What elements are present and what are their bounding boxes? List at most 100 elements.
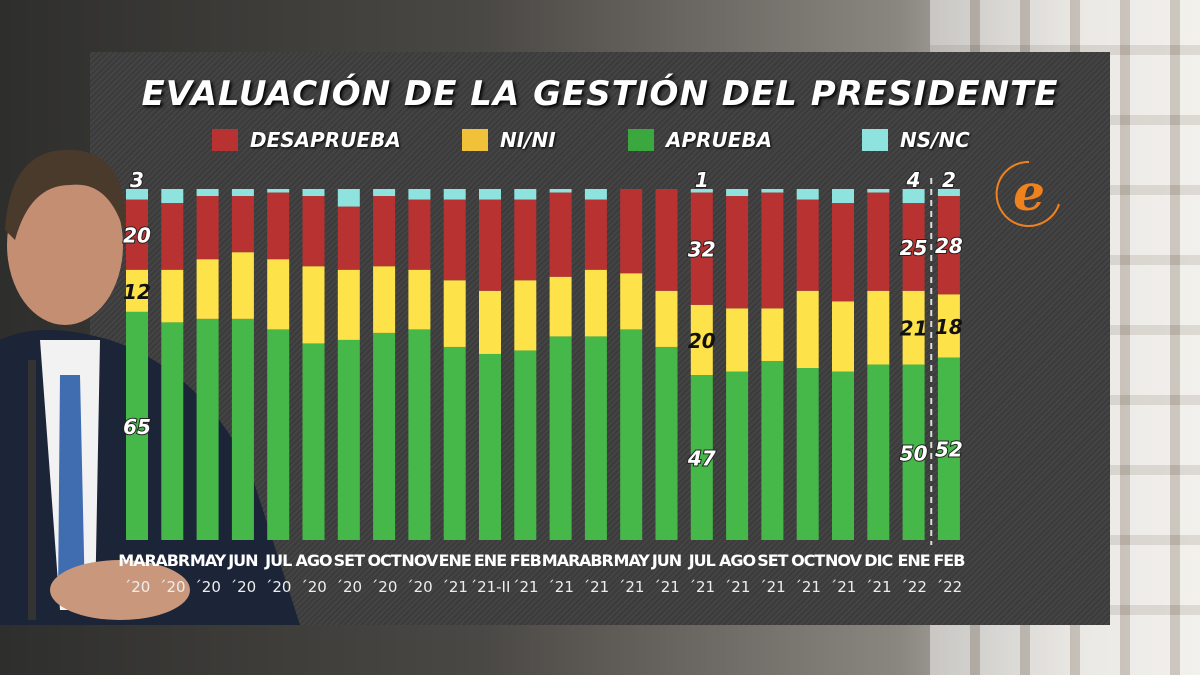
x-tick-year: ´21 — [689, 578, 716, 596]
bar-segment-desaprueba — [937, 196, 960, 295]
data-label: 28 — [935, 234, 963, 258]
bar-segment-aprueba — [443, 346, 466, 540]
bar-segment-aprueba — [196, 318, 219, 540]
x-tick-month: ENE — [439, 551, 471, 570]
bar-segment-aprueba — [479, 353, 501, 540]
bar-segment-desaprueba — [161, 203, 184, 270]
bar-segment-nsnc — [161, 189, 184, 204]
x-tick-year: ´20 — [194, 578, 221, 596]
legend-swatch — [628, 129, 654, 151]
bar-segment-desaprueba — [655, 189, 678, 291]
svg-text:e: e — [1013, 163, 1045, 222]
data-label: 4 — [906, 168, 921, 192]
x-tick-month: ABR — [155, 551, 190, 570]
bar-segment-aprueba — [337, 339, 360, 540]
x-tick-year: ´20 — [265, 578, 292, 596]
x-tick-year: ´21 — [794, 578, 821, 596]
x-tick-month: MAY — [190, 551, 227, 570]
legend-swatch — [462, 129, 488, 151]
bar-segment-nsnc — [549, 189, 572, 193]
x-tick-month: DIC — [864, 551, 892, 570]
legend-label: APRUEBA — [666, 128, 773, 152]
bar-segment-desaprueba — [761, 192, 784, 309]
x-tick-year: ´21 — [830, 578, 857, 596]
bar-segment-nsnc — [267, 189, 290, 193]
x-tick-month: FEB — [510, 551, 542, 570]
bar-segment-nini — [867, 290, 890, 365]
data-label: 65 — [123, 415, 151, 439]
legend-swatch — [862, 129, 888, 151]
bar-segment-desaprueba — [867, 192, 890, 291]
bar-segment-desaprueba — [549, 192, 572, 277]
bar-segment-desaprueba — [620, 189, 643, 274]
bar-segment-aprueba — [584, 336, 607, 540]
x-tick-month: OCT — [367, 551, 401, 570]
x-tick-year: ´20 — [159, 578, 186, 596]
bar-segment-nini — [514, 280, 537, 351]
bar-segment-nini — [196, 259, 219, 319]
bar-segment-aprueba — [937, 357, 960, 540]
bar-segment-aprueba — [690, 375, 713, 540]
equipos-logo: e — [995, 160, 1060, 227]
bar-segment-nini — [655, 290, 678, 347]
bar-segment-desaprueba — [302, 196, 325, 267]
bar-segment-nini — [761, 308, 784, 361]
bar-segment-nini — [690, 304, 713, 376]
bar-segment-nini — [302, 266, 325, 344]
bar-segment-nini — [126, 269, 148, 312]
bar-segment-desaprueba — [408, 199, 431, 270]
bar-segment-aprueba — [161, 322, 184, 540]
bar-segment-nini — [937, 294, 960, 358]
bar-segment-aprueba — [726, 371, 749, 540]
x-tick-year: ´22 — [900, 578, 927, 596]
bar-segment-aprueba — [373, 332, 396, 540]
bar-segment-aprueba — [267, 329, 290, 540]
data-label: 20 — [123, 224, 151, 248]
x-tick-year: ´21 — [512, 578, 539, 596]
bar-segment-nsnc — [690, 189, 713, 193]
bar-segment-nini — [549, 276, 572, 337]
bar-segment-nsnc — [726, 189, 749, 197]
legend-swatch — [212, 129, 238, 151]
data-label: 52 — [935, 438, 963, 462]
bar-segment-desaprueba — [726, 196, 749, 309]
x-tick-year: ´21 — [583, 578, 610, 596]
presenter-photo — [0, 149, 300, 625]
bar-segment-aprueba — [514, 350, 537, 540]
bar-segment-nsnc — [373, 189, 396, 197]
bar-segment-desaprueba — [337, 206, 360, 270]
bar-segment-nsnc — [196, 189, 219, 197]
bar-segment-desaprueba — [902, 203, 925, 291]
bar-segment-nsnc — [337, 189, 360, 207]
bar-segment-aprueba — [620, 329, 643, 540]
legend-item-nsnc: NS/NC — [862, 128, 970, 152]
legend-label: DESAPRUEBA — [250, 128, 401, 152]
bar-segment-aprueba — [302, 343, 325, 540]
x-tick-year: ´21 — [618, 578, 645, 596]
x-tick-month: NOV — [825, 551, 863, 570]
bar-segment-aprueba — [549, 336, 572, 540]
bar-segment-nini — [584, 269, 607, 337]
bar-segment-desaprueba — [126, 199, 148, 270]
data-label: 1 — [695, 168, 709, 192]
bar-segment-nsnc — [408, 189, 431, 200]
x-tick-month: ENE — [897, 551, 929, 570]
x-tick-month: JUN — [227, 551, 257, 570]
legend-label: NS/NC — [900, 128, 970, 152]
data-label: 2 — [942, 168, 956, 192]
x-tick-month: AGO — [295, 551, 332, 570]
x-tick-month: ABR — [579, 551, 614, 570]
x-tick-year: ´22 — [936, 578, 963, 596]
x-tick-year: ´21 — [547, 578, 574, 596]
x-tick-year: ´21 — [653, 578, 680, 596]
bar-segment-nini — [832, 301, 854, 372]
bar-segment-nsnc — [761, 189, 784, 193]
bar-segment-nini — [620, 273, 643, 330]
bar-segment-aprueba — [796, 368, 819, 540]
bar-segment-desaprueba — [267, 192, 290, 260]
legend-item-desaprueba: DESAPRUEBA — [212, 128, 401, 152]
x-tick-year: ´21 — [759, 578, 786, 596]
data-label: 3 — [130, 168, 144, 192]
data-label: 25 — [900, 236, 928, 260]
